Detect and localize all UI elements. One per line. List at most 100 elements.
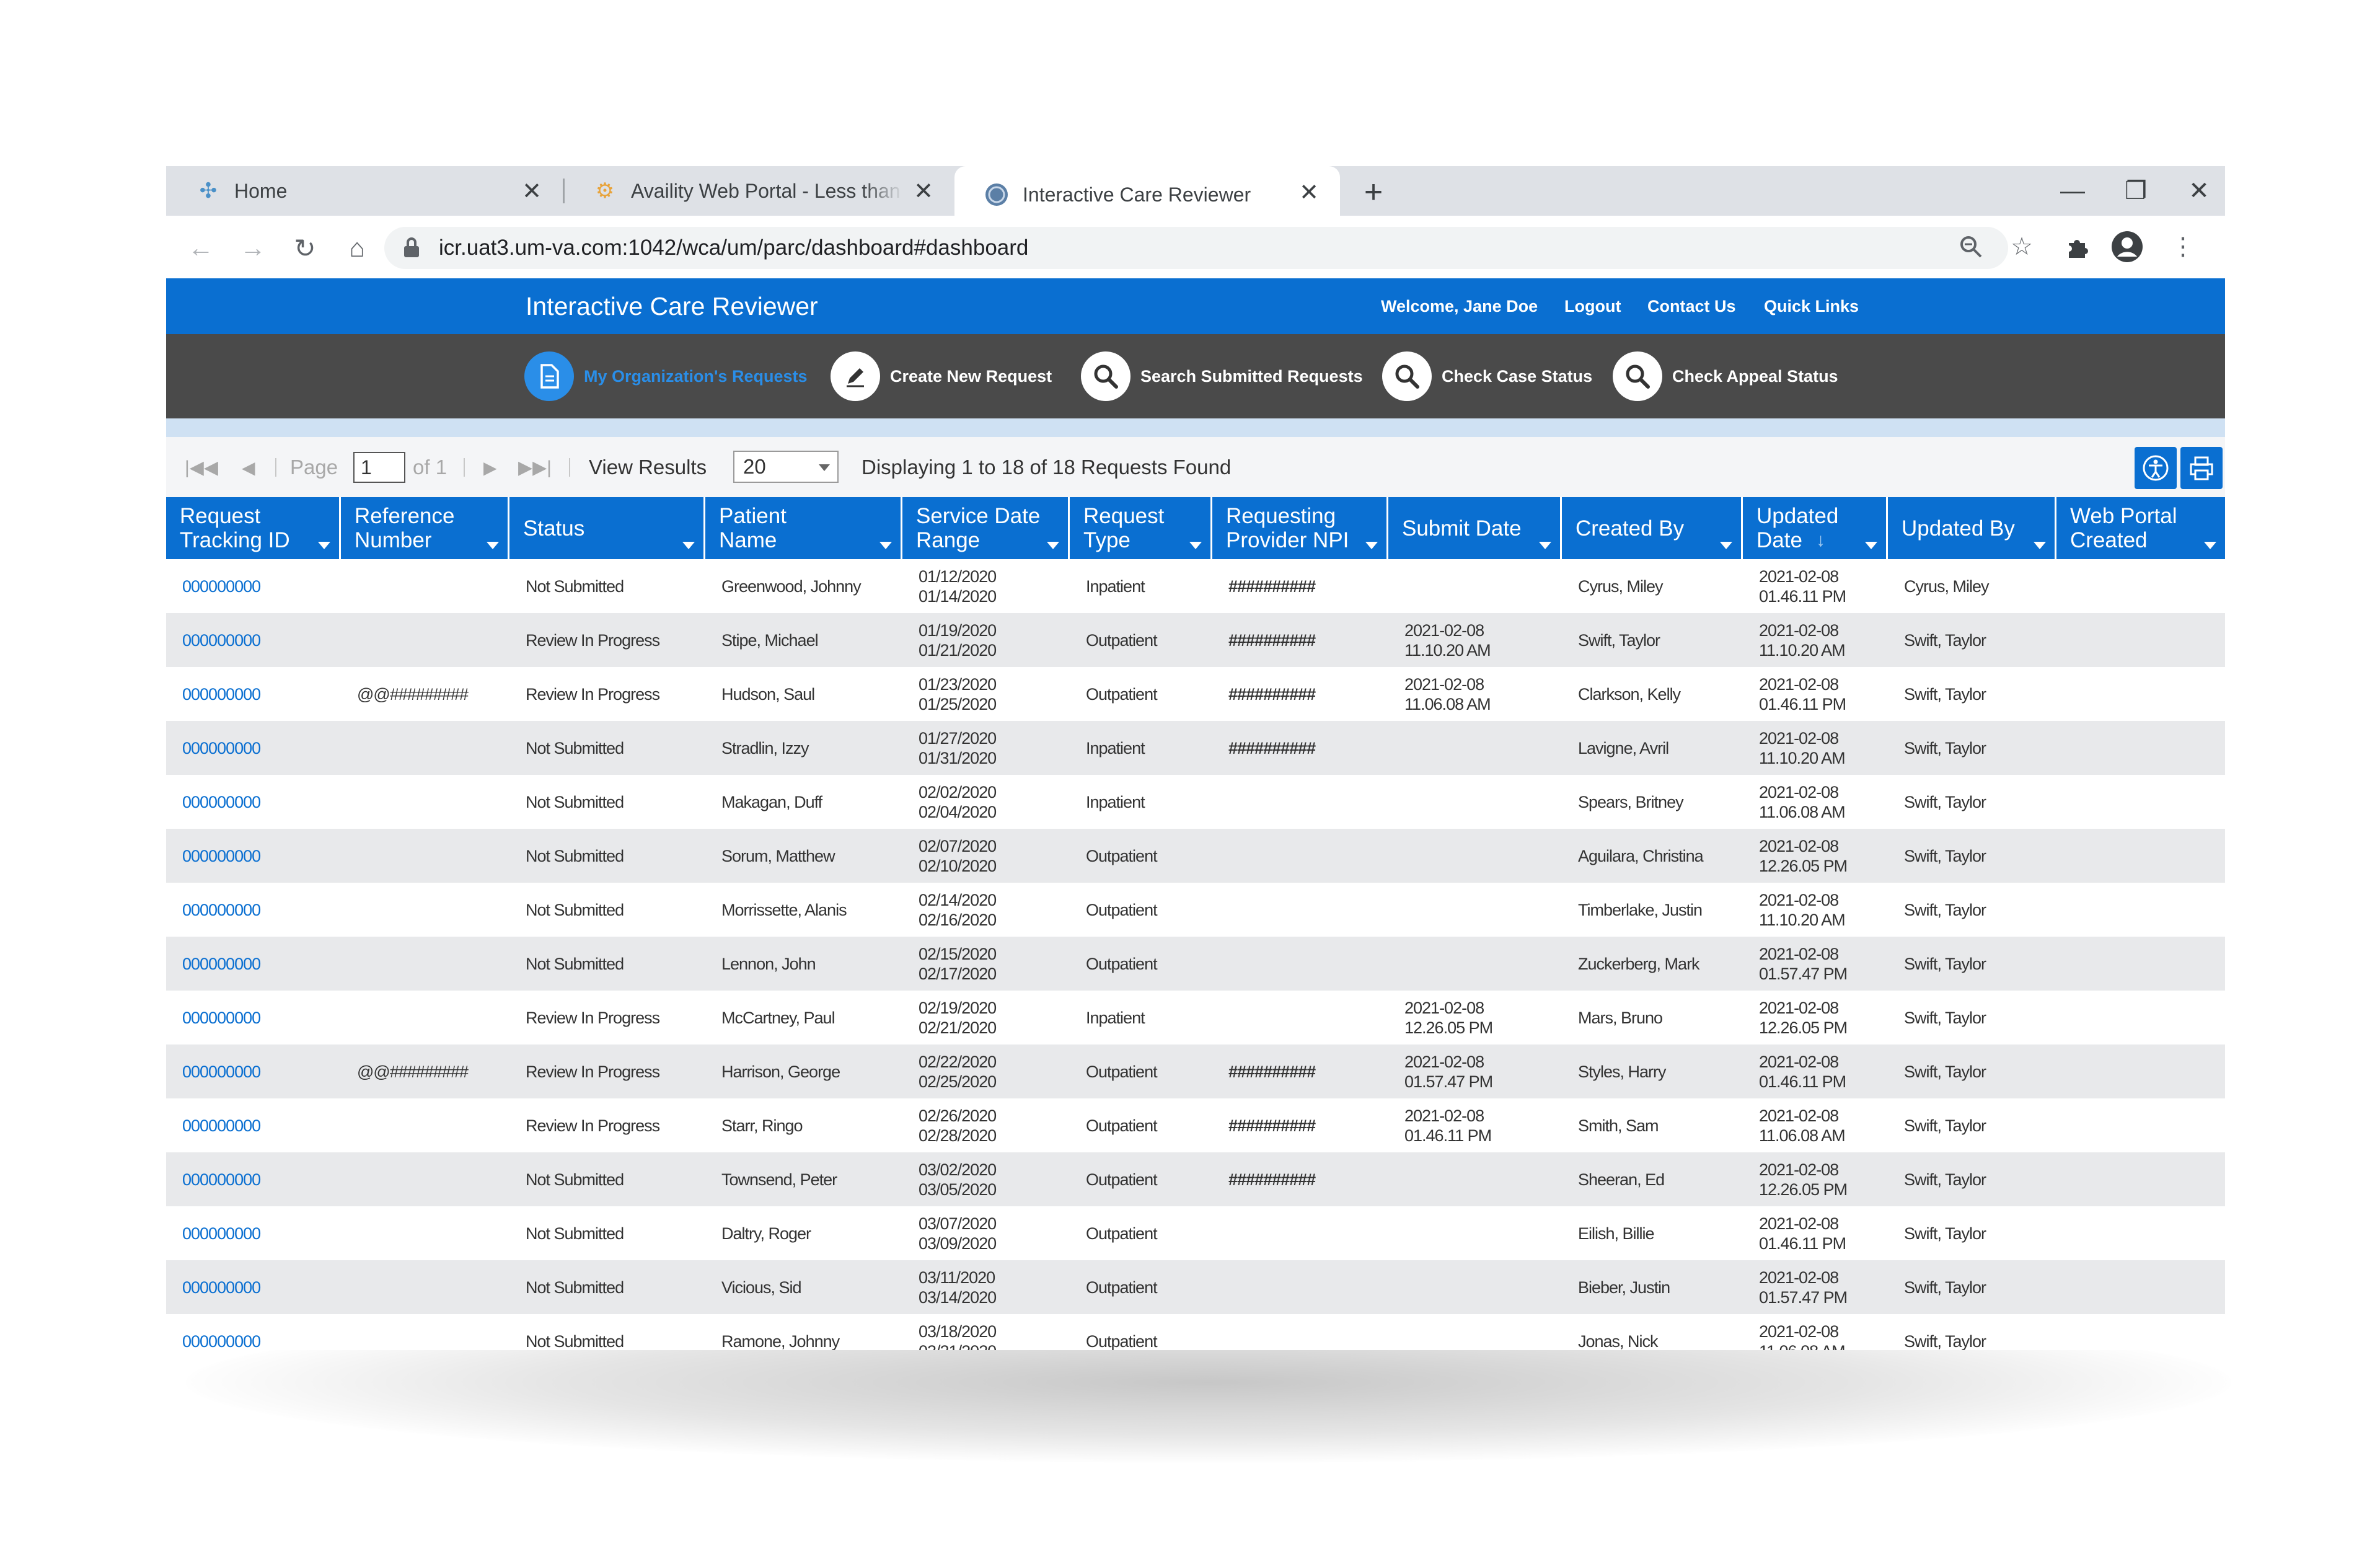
home-icon[interactable]: ⌂ xyxy=(349,233,365,262)
search-submitted-requests-button[interactable]: Search Submitted Requests xyxy=(1081,350,1363,402)
table-row[interactable]: 000000000 @@######### Review In Progress Ha… xyxy=(166,1044,2225,1098)
accessibility-icon[interactable] xyxy=(2135,447,2177,489)
column-header-service-date-range[interactable]: Service Date Range xyxy=(902,497,1070,559)
zoom-icon[interactable] xyxy=(1954,229,1988,264)
table-row[interactable]: 000000000 Not Submitted Greenwood, Johnny 0… xyxy=(166,559,2225,613)
column-header-submit-date[interactable]: Submit Date xyxy=(1388,497,1562,559)
table-row[interactable]: 000000000 Not Submitted Morrissette, Alani… xyxy=(166,883,2225,937)
table-row[interactable]: 000000000 Review In Progress McCartney, Pa… xyxy=(166,991,2225,1044)
print-icon[interactable] xyxy=(2180,447,2223,489)
extensions-icon[interactable] xyxy=(2060,229,2095,264)
table-row[interactable]: 000000000 Not Submitted Lennon, John 02/15/… xyxy=(166,937,2225,991)
request-tracking-id-link[interactable]: 000000000 xyxy=(182,1170,261,1189)
column-header-updated-by[interactable]: Updated By xyxy=(1888,497,2056,559)
table-row[interactable]: 000000000 Not Submitted Daltry, Roger 03/07… xyxy=(166,1206,2225,1260)
request-tracking-id-link[interactable]: 000000000 xyxy=(182,684,261,704)
request-tracking-id-link[interactable]: 000000000 xyxy=(182,792,261,811)
request-tracking-id-link[interactable]: 000000000 xyxy=(182,846,261,865)
tab-availity[interactable]: ⚙ Availity Web Portal - Less than 30 ✕ xyxy=(563,166,954,216)
column-header-updated-date[interactable]: Updated Date ↓ xyxy=(1743,497,1888,559)
table-row[interactable]: 000000000 Not Submitted Stradlin, Izzy 01/2… xyxy=(166,721,2225,775)
column-header-request-tracking-id[interactable]: Request Tracking ID xyxy=(166,497,341,559)
tab-home[interactable]: ✣ Home ✕ xyxy=(166,166,563,216)
patient-name-cell: Lennon, John xyxy=(721,954,816,973)
updated-date-cell-line: 2021-02-08 xyxy=(1759,621,1839,640)
my-organization-requests-button[interactable]: My Organization's Requests xyxy=(524,350,808,402)
table-row[interactable]: 000000000 @@######### Review In Progress Hu… xyxy=(166,667,2225,721)
restore-icon[interactable]: ❐ xyxy=(2125,177,2147,205)
request-tracking-id-link[interactable]: 000000000 xyxy=(182,954,261,973)
chevron-down-icon[interactable] xyxy=(318,542,330,549)
column-header-status[interactable]: Status xyxy=(509,497,705,559)
table-row[interactable]: 000000000 Not Submitted Townsend, Peter 03/… xyxy=(166,1152,2225,1206)
new-tab-button[interactable]: + xyxy=(1364,174,1383,210)
table-row[interactable]: 000000000 Not Submitted Ramone, Johnny 03/1… xyxy=(166,1314,2225,1351)
url-text[interactable]: icr.uat3.um-va.com:1042/wca/um/parc/dash… xyxy=(439,236,1029,260)
minimize-icon[interactable]: — xyxy=(2060,177,2085,205)
provider-npi-cell xyxy=(1212,1314,1228,1350)
page-number-input[interactable]: 1 xyxy=(353,452,405,483)
column-header-request-type[interactable]: Request Type xyxy=(1070,497,1212,559)
close-window-icon[interactable]: ✕ xyxy=(2188,177,2210,205)
reload-icon[interactable]: ↻ xyxy=(294,233,316,263)
first-page-icon[interactable]: |◀◀ xyxy=(185,457,218,478)
column-header-patient-name[interactable]: Patient Name xyxy=(705,497,902,559)
chevron-down-icon[interactable] xyxy=(487,542,499,549)
request-tracking-id-link[interactable]: 000000000 xyxy=(182,630,261,650)
logout-link[interactable]: Logout xyxy=(1564,297,1621,316)
chevron-down-icon[interactable] xyxy=(1865,542,1877,549)
back-icon[interactable]: ← xyxy=(188,233,214,262)
last-page-icon[interactable]: ▶▶| xyxy=(518,457,552,478)
request-tracking-id-link[interactable]: 000000000 xyxy=(182,1224,261,1243)
column-header-web-portal-created[interactable]: Web Portal Created xyxy=(2056,497,2225,559)
forward-icon[interactable]: → xyxy=(240,233,266,262)
created-by-cell: Smith, Sam xyxy=(1578,1116,1659,1135)
close-icon[interactable]: ✕ xyxy=(522,178,542,205)
column-header-requesting-provider-npi[interactable]: Requesting Provider NPI xyxy=(1212,497,1388,559)
table-row[interactable]: 000000000 Not Submitted Makagan, Duff 02/02… xyxy=(166,775,2225,829)
results-per-page-select[interactable]: 20 xyxy=(733,451,839,483)
request-tracking-id-link[interactable]: 000000000 xyxy=(182,1332,261,1351)
chevron-down-icon[interactable] xyxy=(1047,542,1059,549)
create-new-request-button[interactable]: Create New Request xyxy=(831,350,1052,402)
request-tracking-id-link[interactable]: 000000000 xyxy=(182,1116,261,1135)
chevron-down-icon[interactable] xyxy=(2204,542,2216,549)
chevron-down-icon[interactable] xyxy=(1720,542,1732,549)
chevron-down-icon[interactable] xyxy=(682,542,695,549)
close-icon[interactable]: ✕ xyxy=(914,178,933,205)
check-case-status-button[interactable]: Check Case Status xyxy=(1382,350,1592,402)
profile-icon[interactable] xyxy=(2110,229,2144,264)
request-tracking-id-link[interactable]: 000000000 xyxy=(182,576,261,596)
request-tracking-id-link[interactable]: 000000000 xyxy=(182,1278,261,1297)
column-header-created-by[interactable]: Created By xyxy=(1562,497,1743,559)
contact-us-link[interactable]: Contact Us xyxy=(1647,297,1736,316)
check-appeal-status-button[interactable]: Check Appeal Status xyxy=(1613,350,1838,402)
request-tracking-id-link[interactable]: 000000000 xyxy=(182,1062,261,1081)
address-bar[interactable]: icr.uat3.um-va.com:1042/wca/um/parc/dash… xyxy=(384,227,2008,269)
web-portal-created-cell xyxy=(2056,1206,2073,1260)
table-row[interactable]: 000000000 Review In Progress Starr, Ringo 0… xyxy=(166,1098,2225,1152)
service-date-range-cell-line: 01/27/2020 xyxy=(919,728,997,748)
chevron-down-icon[interactable] xyxy=(1539,542,1551,549)
chevron-down-icon[interactable] xyxy=(879,542,892,549)
updated-date-cell-line: 2021-02-08 xyxy=(1759,1160,1839,1179)
next-page-icon[interactable]: ▶ xyxy=(483,457,497,477)
table-row[interactable]: 000000000 Not Submitted Vicious, Sid 03/11/… xyxy=(166,1260,2225,1314)
quick-links-link[interactable]: Quick Links xyxy=(1764,297,1859,316)
menu-icon[interactable]: ⋮ xyxy=(2171,233,2195,260)
patient-name-cell: Vicious, Sid xyxy=(721,1278,802,1297)
table-row[interactable]: 000000000 Not Submitted Sorum, Matthew 02/0… xyxy=(166,829,2225,883)
request-tracking-id-link[interactable]: 000000000 xyxy=(182,738,261,757)
close-icon[interactable]: ✕ xyxy=(1299,179,1319,206)
tab-interactive-care-reviewer[interactable]: Interactive Care Reviewer ✕ xyxy=(954,166,1340,223)
prev-page-icon[interactable]: ◀ xyxy=(242,457,255,477)
web-portal-created-cell xyxy=(2056,937,2073,991)
star-icon[interactable]: ☆ xyxy=(2011,233,2033,260)
request-tracking-id-link[interactable]: 000000000 xyxy=(182,1008,261,1027)
chevron-down-icon[interactable] xyxy=(2034,542,2046,549)
chevron-down-icon[interactable] xyxy=(1189,542,1202,549)
request-tracking-id-link[interactable]: 000000000 xyxy=(182,900,261,919)
table-row[interactable]: 000000000 Review In Progress Stipe, Michae… xyxy=(166,613,2225,667)
chevron-down-icon[interactable] xyxy=(1365,542,1378,549)
column-header-reference-number[interactable]: Reference Number xyxy=(341,497,509,559)
